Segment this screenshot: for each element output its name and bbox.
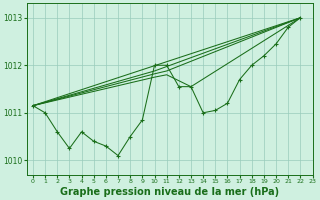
X-axis label: Graphe pression niveau de la mer (hPa): Graphe pression niveau de la mer (hPa) xyxy=(60,187,279,197)
